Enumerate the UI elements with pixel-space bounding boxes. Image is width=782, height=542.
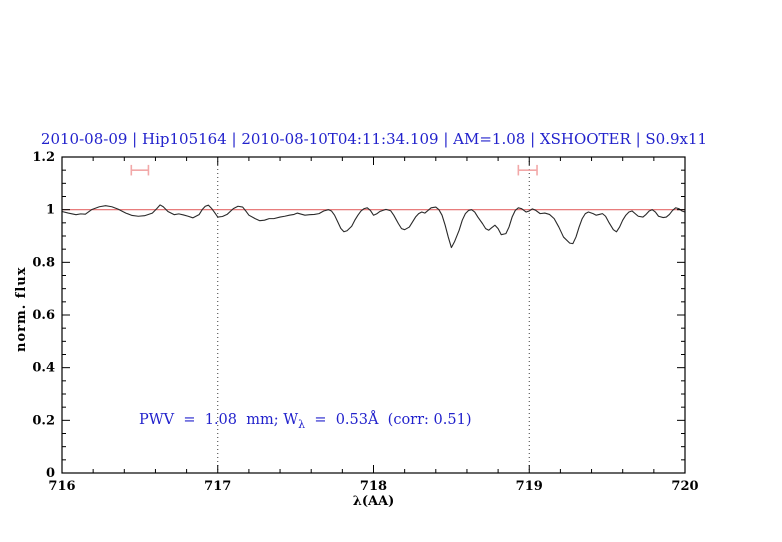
y-tick-label: 0.4 [32, 361, 55, 376]
y-tick-label: 0.2 [32, 413, 55, 428]
x-tick-label: 718 [360, 479, 387, 494]
y-tick-label: 0 [46, 466, 55, 481]
y-axis-title: norm. flux [14, 266, 29, 352]
lambda-subscript: λ [298, 417, 306, 431]
x-tick-label: 720 [671, 479, 698, 494]
x-tick-label: 717 [204, 479, 231, 494]
y-tick-label: 1 [46, 203, 55, 218]
pwv-annotation: PWV = 1.08 mm; Wλ = 0.53Å (corr: 0.51) [139, 412, 471, 431]
pwv-annotation-text-tail: = 0.53Å (corr: 0.51) [305, 412, 472, 428]
x-tick-label: 719 [516, 479, 543, 494]
x-tick-label: 716 [48, 479, 75, 494]
observation-header: 2010-08-09 | Hip105164 | 2010-08-10T04:1… [40, 130, 708, 148]
spectrum-line [61, 204, 686, 249]
y-tick-label: 0.6 [32, 308, 55, 323]
y-tick-label: 0.8 [32, 255, 55, 270]
pwv-annotation-text: PWV = 1.08 mm; W [139, 412, 299, 428]
y-tick-label: 1.2 [32, 150, 55, 165]
x-axis-title: λ(AA) [352, 494, 395, 509]
